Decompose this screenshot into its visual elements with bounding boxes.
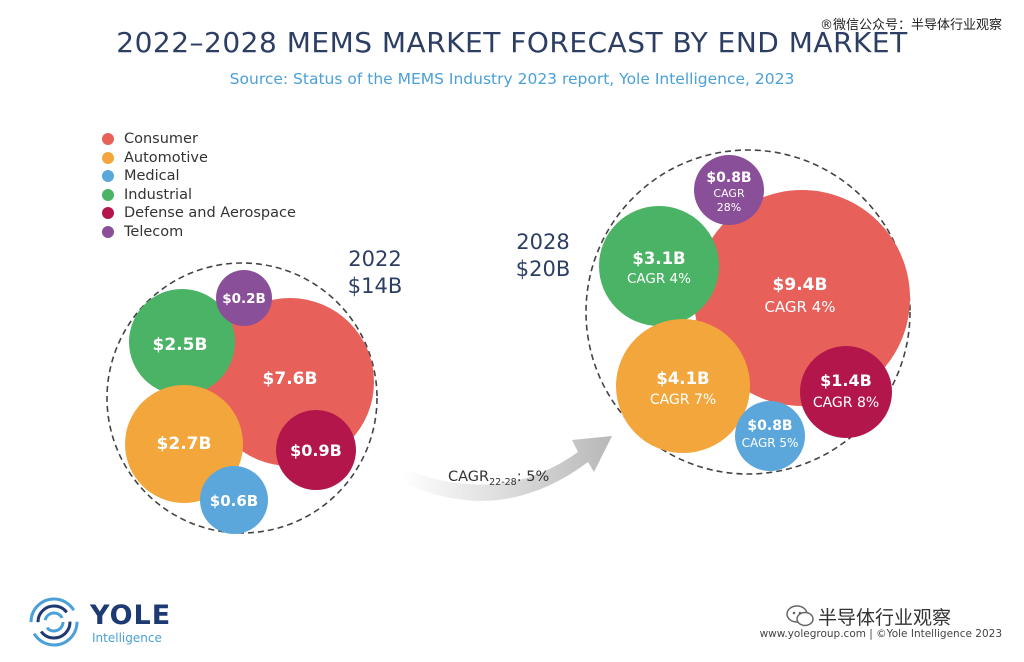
legend-item-defense: Defense and Aerospace xyxy=(102,204,296,223)
label-2028-defense: $1.4B xyxy=(820,371,872,390)
legend-item-medical: Medical xyxy=(102,167,296,186)
cagr-2028-industrial: CAGR 4% xyxy=(627,271,691,287)
legend-dot-telecom xyxy=(102,225,114,238)
year-2028: 2028 xyxy=(516,230,570,254)
legend: Consumer Automotive Medical Industrial D… xyxy=(102,130,296,241)
legend-label: Defense and Aerospace xyxy=(124,205,296,222)
bubble-2022-medical xyxy=(200,466,268,534)
bubble-2028-telecom xyxy=(694,155,764,225)
legend-item-consumer: Consumer xyxy=(102,130,296,149)
label-2022-industrial: $2.5B xyxy=(153,335,208,355)
bubble-2022-telecom xyxy=(216,270,272,326)
cagr-2028-telecom-line1: CAGR xyxy=(713,187,745,200)
cagr-prefix: CAGR xyxy=(448,469,489,485)
yole-logo-sub: Intelligence xyxy=(92,631,162,645)
label-2022-automotive: $2.7B xyxy=(157,434,212,454)
watermark-top: ®微信公众号：半导体行业观察 xyxy=(819,18,1002,33)
cagr-2028-telecom-line2: 28% xyxy=(717,201,741,214)
legend-dot-medical xyxy=(102,170,114,183)
legend-label: Telecom xyxy=(124,223,184,240)
chart-subtitle: Source: Status of the MEMS Industry 2023… xyxy=(229,70,795,88)
chart-title: 2022–2028 MEMS MARKET FORECAST BY END MA… xyxy=(116,26,908,59)
legend-dot-consumer xyxy=(102,133,114,146)
overall-cagr-label: CAGR22-28: 5% xyxy=(448,469,549,488)
legend-label: Consumer xyxy=(124,131,198,148)
cagr-2028-medical: CAGR 5% xyxy=(742,436,799,450)
label-2028-industrial: $3.1B xyxy=(632,249,685,268)
growth-arrow xyxy=(402,436,612,501)
label-2022-medical: $0.6B xyxy=(210,492,258,510)
total-2028: $20B xyxy=(515,257,571,281)
legend-item-automotive: Automotive xyxy=(102,149,296,168)
label-2028-automotive: $4.1B xyxy=(656,369,709,388)
year-label-2028: 2028 $20B xyxy=(506,229,580,283)
legend-dot-automotive xyxy=(102,151,114,164)
cagr-sub: 22-28 xyxy=(489,477,517,488)
group-2022: $7.6B $2.5B $2.7B $0.2B $0.9B $0.6B xyxy=(106,262,378,534)
year-label-2022: 2022 $14B xyxy=(338,246,412,300)
wechat-brand: 半导体行业观察 xyxy=(818,607,952,629)
bubble-2028-medical xyxy=(735,401,805,471)
legend-label: Medical xyxy=(124,168,180,185)
legend-label: Automotive xyxy=(124,149,208,166)
legend-item-industrial: Industrial xyxy=(102,186,296,205)
label-2022-defense: $0.9B xyxy=(290,441,342,460)
wechat-icon xyxy=(786,605,814,627)
label-2022-telecom: $0.2B xyxy=(222,291,266,307)
cagr-2028-defense: CAGR 8% xyxy=(813,395,879,411)
outline-2028 xyxy=(585,149,911,475)
label-2028-medical: $0.8B xyxy=(747,418,792,434)
total-2022: $14B xyxy=(347,274,403,298)
group-2028: $9.4B CAGR 4% $3.1B CAGR 4% $4.1B CAGR 7… xyxy=(585,149,911,475)
year-2022: 2022 xyxy=(348,247,402,271)
bubble-2022-industrial xyxy=(129,289,235,395)
cagr-suffix: : 5% xyxy=(517,469,550,485)
legend-label: Industrial xyxy=(124,186,193,203)
legend-item-telecom: Telecom xyxy=(102,223,296,242)
label-2028-consumer: $9.4B xyxy=(773,275,828,295)
legend-dot-defense xyxy=(102,207,114,220)
bubble-2028-defense xyxy=(800,346,892,438)
footer-credit: www.yolegroup.com | ©Yole Intelligence 2… xyxy=(759,628,1002,640)
label-2022-consumer: $7.6B xyxy=(263,369,318,389)
bubble-2028-automotive xyxy=(616,319,750,453)
bubble-2028-industrial xyxy=(599,206,719,326)
yole-logo-name: YOLE xyxy=(90,600,172,631)
legend-dot-industrial xyxy=(102,188,114,201)
cagr-2028-automotive: CAGR 7% xyxy=(650,392,716,408)
yole-logo-icon xyxy=(29,597,79,647)
bubble-2022-defense xyxy=(276,410,356,490)
label-2028-telecom: $0.8B xyxy=(706,170,751,186)
cagr-2028-consumer: CAGR 4% xyxy=(764,298,835,316)
